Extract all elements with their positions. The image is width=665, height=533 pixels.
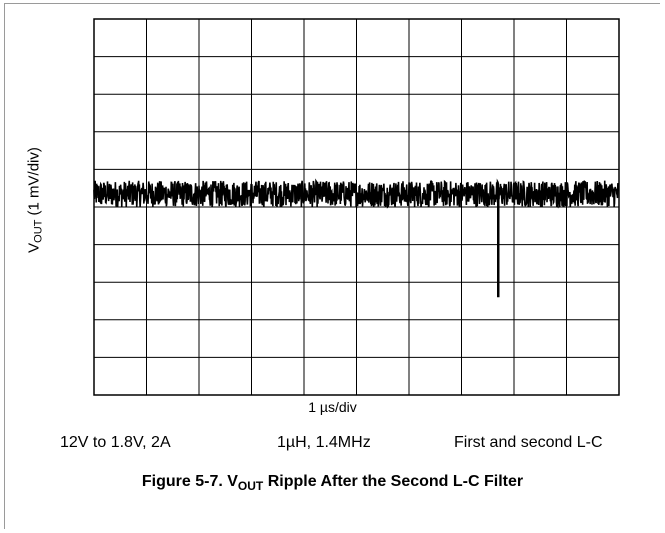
plot-border — [93, 18, 620, 396]
condition-input-output: 12V to 1.8V, 2A — [60, 434, 171, 451]
figure-caption: Figure 5-7. VOUT Ripple After the Second… — [141, 473, 524, 493]
condition-inductor-frequency: 1µH, 1.4MHz — [277, 434, 371, 451]
x-axis-label: 1 µs/div — [308, 399, 357, 415]
condition-filter: First and second L-C — [454, 434, 603, 451]
ripple-trace — [93, 178, 620, 209]
page-frame — [4, 3, 660, 529]
